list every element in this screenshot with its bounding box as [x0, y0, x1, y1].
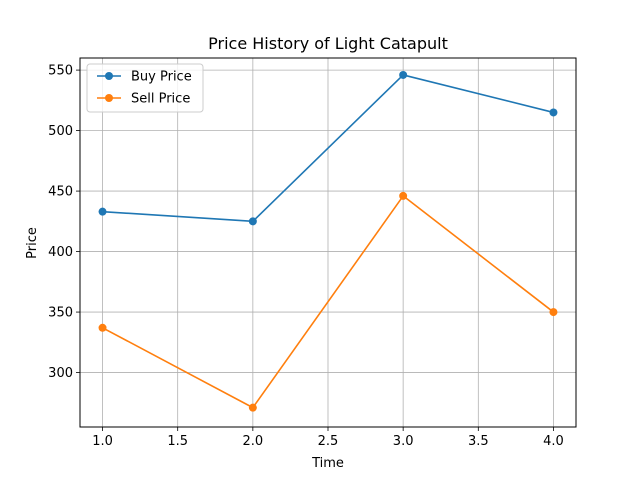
series-layer	[98, 70, 558, 412]
y-tick-label: 450	[48, 185, 73, 200]
x-tick-label: 2.0	[243, 434, 264, 449]
data-point-buy-price	[98, 207, 107, 216]
y-tick-label: 400	[48, 245, 73, 260]
legend-entry-sell: Sell Price	[97, 92, 190, 107]
x-tick-label: 3.5	[468, 434, 489, 449]
data-point-sell-price	[248, 403, 257, 412]
series-buy-price	[98, 70, 558, 226]
x-tick-label: 1.0	[92, 434, 113, 449]
x-tick-label: 3.0	[393, 434, 414, 449]
data-point-sell-price	[98, 323, 107, 332]
series-sell-price	[98, 191, 558, 412]
y-tick-label: 550	[48, 64, 73, 79]
y-tick-label: 300	[48, 366, 73, 381]
x-axis-label: Time	[311, 456, 344, 471]
legend-marker-sell	[105, 94, 113, 102]
legend-label-buy: Buy Price	[131, 70, 192, 85]
x-axis-ticks: 1.0 1.5 2.0 2.5 3.0 3.5 4.0	[92, 427, 564, 449]
x-tick-label: 1.5	[167, 434, 188, 449]
y-tick-label: 500	[48, 124, 73, 139]
data-point-sell-price	[399, 191, 408, 200]
series-line-sell-price	[102, 195, 554, 409]
x-tick-label: 4.0	[543, 434, 564, 449]
x-tick-label: 2.5	[318, 434, 339, 449]
series-line-buy-price	[102, 74, 554, 223]
data-point-buy-price	[248, 217, 257, 226]
y-axis-label: Price	[25, 227, 40, 259]
legend: Buy Price Sell Price	[86, 63, 204, 113]
legend-label-sell: Sell Price	[131, 92, 190, 107]
y-axis-ticks: 300 350 400 450 500 550	[48, 64, 80, 381]
data-point-buy-price	[399, 70, 408, 79]
chart-title: Price History of Light Catapult	[208, 34, 448, 53]
legend-marker-buy	[105, 72, 113, 80]
y-tick-label: 350	[48, 306, 73, 321]
legend-entry-buy: Buy Price	[97, 70, 192, 85]
data-point-sell-price	[549, 308, 558, 317]
data-point-buy-price	[549, 108, 558, 117]
